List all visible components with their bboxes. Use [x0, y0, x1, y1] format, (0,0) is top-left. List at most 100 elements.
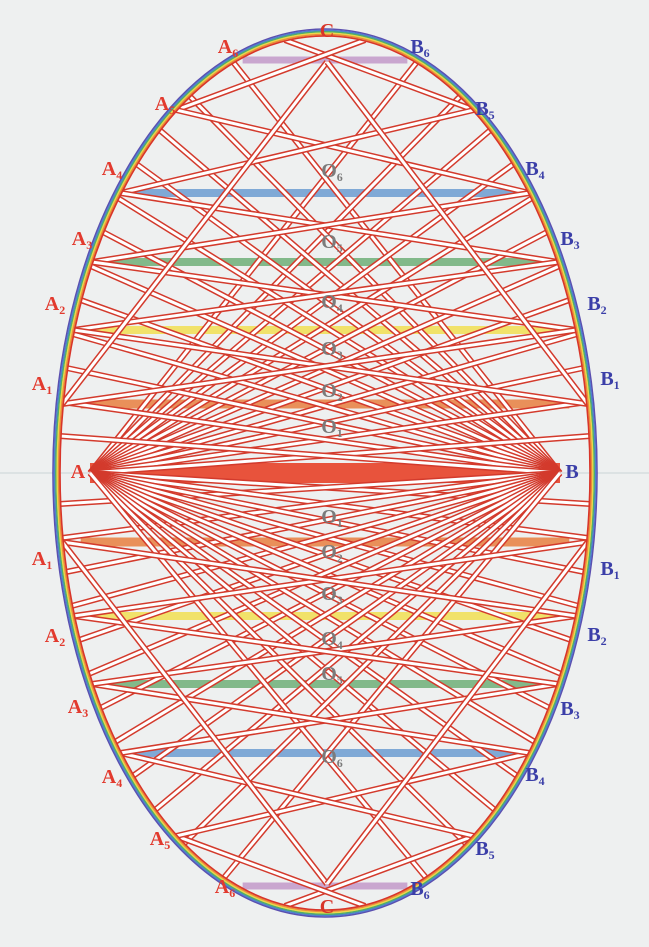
rim	[57, 33, 593, 913]
label-letter: O	[321, 663, 337, 685]
rim	[54, 30, 596, 916]
label-letter: A	[215, 876, 230, 898]
point-label: B4	[525, 764, 544, 788]
point-label: A6	[218, 36, 238, 60]
label-letter: O	[321, 380, 337, 402]
label-subscript: 5	[337, 673, 343, 687]
label-subscript: 4	[337, 638, 343, 652]
label-subscript: 5	[489, 108, 495, 122]
label-letter: O	[321, 160, 337, 182]
ray	[73, 614, 559, 686]
point-label: A3	[72, 228, 92, 252]
point-label: A6	[215, 876, 235, 900]
label-letter: A	[155, 93, 170, 115]
ray	[175, 751, 530, 838]
ray	[175, 38, 366, 112]
label-letter: O	[321, 628, 337, 650]
point-label: B1	[600, 558, 619, 582]
ray	[66, 366, 561, 475]
label-subscript: 3	[337, 348, 343, 362]
label-letter: B	[410, 36, 423, 58]
ray	[61, 541, 329, 885]
point-label: A1	[32, 373, 52, 397]
label-letter: O	[321, 231, 337, 253]
point-label: B2	[587, 624, 606, 648]
label-letter: B	[587, 293, 600, 315]
ray	[91, 682, 530, 755]
label-subscript: 1	[46, 383, 52, 397]
point-label: B3	[560, 228, 579, 252]
ray	[62, 400, 561, 475]
label-subscript: 3	[337, 593, 343, 607]
point-label: A5	[150, 828, 170, 852]
label-letter: B	[475, 838, 488, 860]
ray	[231, 61, 562, 474]
point-label: O6	[321, 160, 343, 184]
point-label: O1	[321, 416, 343, 440]
label-letter: C	[320, 896, 334, 918]
label-letter: B	[525, 158, 538, 180]
label-letter: A	[102, 766, 117, 788]
label-subscript: 5	[489, 848, 495, 862]
ray	[89, 471, 551, 710]
label-letter: B	[410, 878, 423, 900]
label-subscript: 4	[116, 168, 122, 182]
label-letter: A	[102, 158, 117, 180]
point-label: B5	[475, 98, 494, 122]
ray	[72, 332, 561, 475]
point-label: O5	[321, 231, 343, 255]
point-label: A4	[102, 158, 122, 182]
ray	[62, 328, 577, 406]
ray	[88, 471, 561, 676]
point-label: O2	[321, 380, 343, 404]
label-letter: B	[600, 368, 613, 390]
label-subscript: 1	[614, 378, 620, 392]
rim	[59, 35, 591, 911]
point-label: B5	[475, 838, 494, 862]
point-label: O5	[321, 663, 343, 687]
label-letter: B	[600, 558, 613, 580]
label-subscript: 2	[337, 390, 343, 404]
label-letter: B	[587, 624, 600, 646]
label-subscript: 1	[337, 426, 343, 440]
point-label: A5	[155, 93, 175, 117]
point-label: O4	[321, 291, 343, 315]
label-subscript: 1	[46, 558, 52, 572]
label-letter: O	[321, 506, 337, 528]
label-subscript: 2	[337, 551, 343, 565]
label-subscript: 2	[59, 635, 65, 649]
ray	[284, 38, 475, 112]
point-label: B2	[587, 293, 606, 317]
ray	[284, 834, 475, 908]
label-subscript: 6	[424, 46, 430, 60]
label-subscript: 6	[337, 170, 343, 184]
label-letter: A	[72, 228, 87, 250]
label-letter: A	[45, 293, 60, 315]
label-letter: A	[32, 548, 47, 570]
label-subscript: 3	[574, 708, 580, 722]
label-letter: O	[321, 338, 337, 360]
label-subscript: 5	[164, 838, 170, 852]
label-subscript: 4	[539, 168, 545, 182]
ray	[62, 540, 577, 618]
ray	[120, 751, 475, 838]
point-label: B6	[410, 36, 429, 60]
point-label: O1	[321, 506, 343, 530]
label-subscript: 6	[229, 886, 235, 900]
label-letter: A	[71, 461, 86, 483]
label-subscript: 4	[539, 774, 545, 788]
ray	[175, 108, 530, 195]
label-letter: B	[475, 98, 488, 120]
ray	[89, 471, 579, 608]
ray	[325, 541, 589, 885]
label-subscript: 4	[116, 776, 122, 790]
ray	[175, 834, 366, 908]
label-subscript: 3	[574, 238, 580, 252]
ray	[120, 682, 559, 755]
point-label: C	[320, 896, 334, 918]
label-letter: A	[150, 828, 165, 850]
point-label: A4	[102, 766, 122, 790]
label-letter: O	[321, 291, 337, 313]
point-label: O2	[321, 541, 343, 565]
